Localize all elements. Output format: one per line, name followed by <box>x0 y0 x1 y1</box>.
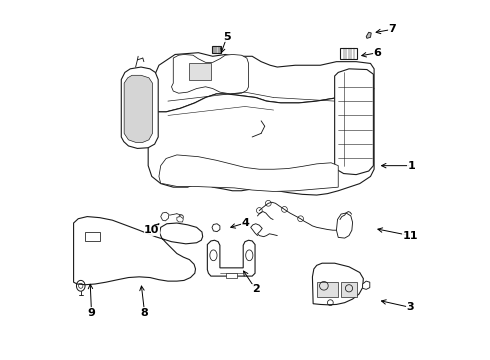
Polygon shape <box>207 240 255 276</box>
Polygon shape <box>159 155 338 192</box>
Polygon shape <box>363 281 370 289</box>
Text: 10: 10 <box>144 225 159 235</box>
Polygon shape <box>177 217 183 222</box>
Polygon shape <box>148 53 374 112</box>
Text: 5: 5 <box>223 32 231 41</box>
Text: 6: 6 <box>374 48 382 58</box>
Bar <box>190 63 211 80</box>
Bar <box>212 46 221 53</box>
Bar <box>85 232 100 241</box>
Polygon shape <box>313 263 364 305</box>
Polygon shape <box>337 213 353 238</box>
Polygon shape <box>161 212 169 221</box>
Text: 1: 1 <box>408 161 416 171</box>
Text: 8: 8 <box>141 308 148 318</box>
Text: 9: 9 <box>88 308 96 318</box>
Polygon shape <box>212 224 220 231</box>
Polygon shape <box>124 75 152 142</box>
Text: 4: 4 <box>241 218 249 228</box>
Bar <box>340 48 357 59</box>
Bar <box>341 282 357 297</box>
Polygon shape <box>148 89 374 195</box>
Text: 11: 11 <box>402 231 417 240</box>
Polygon shape <box>172 54 248 94</box>
Polygon shape <box>366 32 371 39</box>
Polygon shape <box>335 69 373 175</box>
Bar <box>226 273 237 278</box>
Polygon shape <box>122 67 158 148</box>
Text: 7: 7 <box>388 24 396 35</box>
Polygon shape <box>74 217 203 285</box>
Text: 2: 2 <box>252 284 260 294</box>
Bar <box>317 282 338 297</box>
Text: 3: 3 <box>406 302 414 312</box>
